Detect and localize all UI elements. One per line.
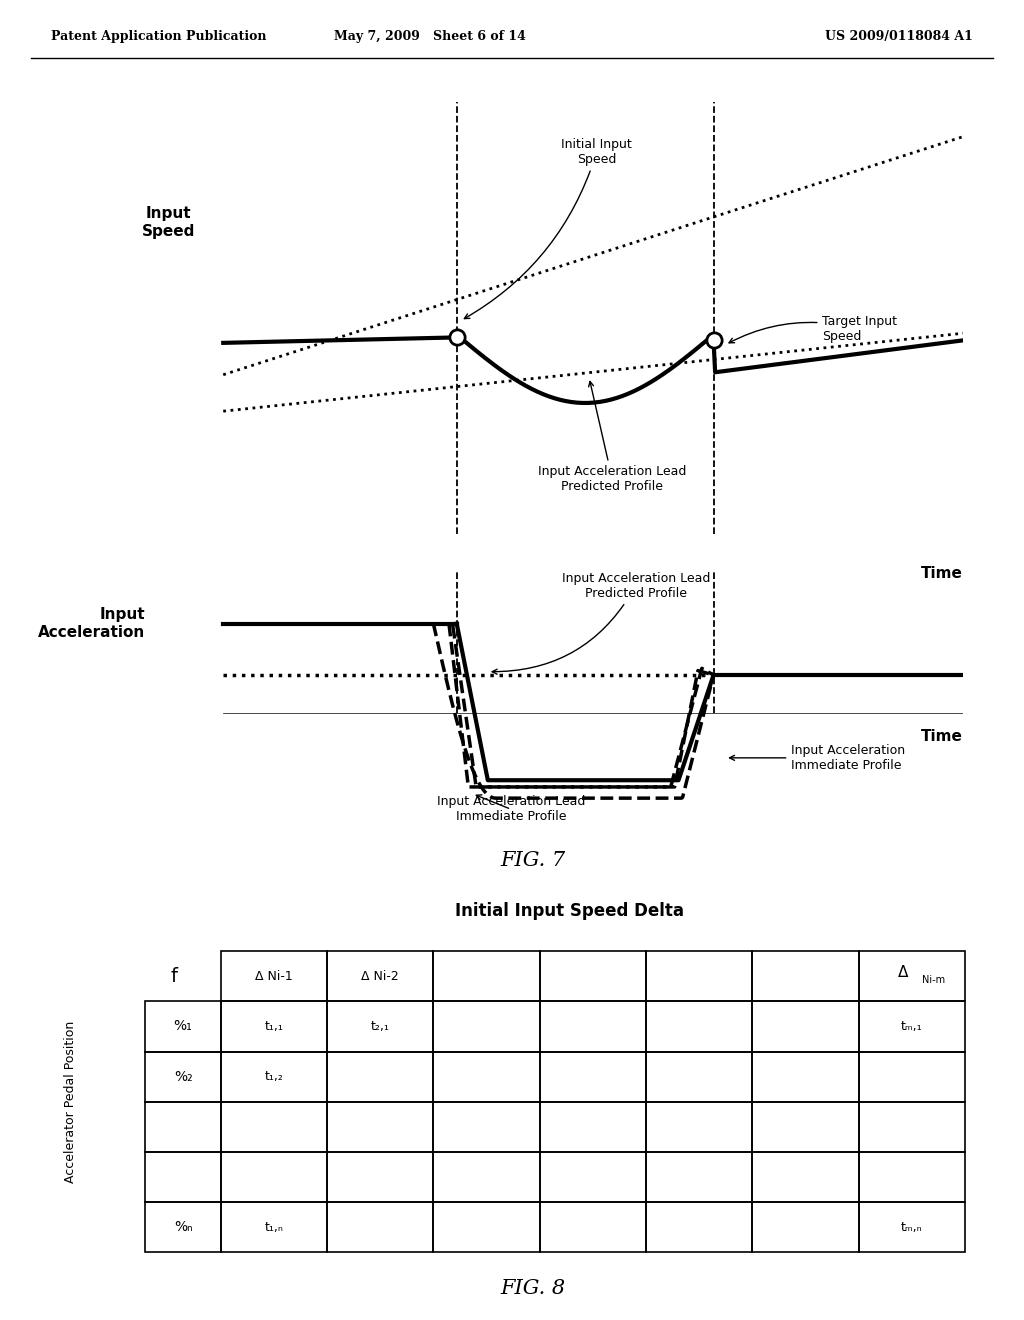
Bar (646, 1002, 753, 1052)
Text: Δ Ni-2: Δ Ni-2 (361, 970, 399, 983)
Text: tₘ,₁: tₘ,₁ (901, 1020, 923, 1034)
Text: Accelerator Pedal Position: Accelerator Pedal Position (63, 1020, 77, 1183)
Text: t₁,₁: t₁,₁ (264, 1020, 284, 1034)
Bar (646, 952, 753, 1002)
Bar (540, 1203, 646, 1253)
Bar (327, 1152, 433, 1203)
Text: Time: Time (921, 729, 963, 743)
Bar (433, 1203, 540, 1253)
Bar (859, 1052, 965, 1102)
Bar (859, 952, 965, 1002)
Bar (327, 1052, 433, 1102)
Text: f: f (170, 966, 177, 986)
Bar (753, 1002, 859, 1052)
Text: t₁,₂: t₁,₂ (264, 1071, 284, 1084)
Text: Target Input
Speed: Target Input Speed (729, 315, 897, 343)
Text: FIG. 7: FIG. 7 (500, 851, 565, 870)
Bar (540, 1002, 646, 1052)
Bar (327, 1102, 433, 1152)
Text: Time: Time (921, 566, 963, 581)
Text: Δ: Δ (898, 965, 908, 979)
Bar (540, 1052, 646, 1102)
Text: t₂,₁: t₂,₁ (371, 1020, 390, 1034)
Text: %₂: %₂ (174, 1069, 193, 1084)
Bar (327, 1002, 433, 1052)
Bar (646, 1203, 753, 1253)
Bar (540, 1102, 646, 1152)
Bar (221, 1102, 327, 1152)
Bar (221, 1152, 327, 1203)
Bar (646, 1052, 753, 1102)
Bar (646, 1152, 753, 1203)
Bar (433, 1152, 540, 1203)
Bar (327, 1203, 433, 1253)
Text: %ₙ: %ₙ (174, 1220, 193, 1234)
Bar (221, 1203, 327, 1253)
Bar (145, 1052, 221, 1102)
Text: Δ Ni-1: Δ Ni-1 (255, 970, 293, 983)
Text: Input Acceleration Lead
Immediate Profile: Input Acceleration Lead Immediate Profil… (437, 795, 586, 824)
Bar (145, 1002, 221, 1052)
Bar (433, 1052, 540, 1102)
Bar (221, 1052, 327, 1102)
Text: Input
Speed: Input Speed (142, 206, 196, 239)
Bar (859, 1152, 965, 1203)
Text: Ni-m: Ni-m (923, 975, 945, 985)
Bar (753, 1203, 859, 1253)
Bar (327, 952, 433, 1002)
Bar (859, 1102, 965, 1152)
Bar (433, 952, 540, 1002)
Text: %₁: %₁ (174, 1019, 193, 1034)
Bar (145, 1203, 221, 1253)
Text: Input Acceleration
Immediate Profile: Input Acceleration Immediate Profile (729, 744, 905, 772)
Bar (221, 1002, 327, 1052)
Text: US 2009/0118084 A1: US 2009/0118084 A1 (825, 30, 973, 44)
Text: FIG. 8: FIG. 8 (500, 1279, 565, 1298)
Bar (221, 952, 327, 1002)
Text: Input
Acceleration: Input Acceleration (38, 607, 145, 640)
Bar (145, 1102, 221, 1152)
Text: Initial Input
Speed: Initial Input Speed (464, 137, 632, 318)
Bar (753, 1152, 859, 1203)
Bar (540, 1152, 646, 1203)
Bar (145, 1152, 221, 1203)
Bar (646, 1102, 753, 1152)
Text: May 7, 2009   Sheet 6 of 14: May 7, 2009 Sheet 6 of 14 (334, 30, 526, 44)
Bar (433, 1002, 540, 1052)
Bar (540, 952, 646, 1002)
Text: t₁,ₙ: t₁,ₙ (264, 1221, 284, 1234)
Text: Input Acceleration Lead
Predicted Profile: Input Acceleration Lead Predicted Profil… (539, 381, 686, 494)
Bar (753, 1102, 859, 1152)
Bar (859, 1203, 965, 1253)
Bar (753, 1052, 859, 1102)
Text: tₘ,ₙ: tₘ,ₙ (901, 1221, 923, 1234)
Bar (753, 952, 859, 1002)
Bar (859, 1002, 965, 1052)
Text: Input Acceleration Lead
Predicted Profile: Input Acceleration Lead Predicted Profil… (493, 572, 710, 675)
Bar (145, 952, 221, 1002)
Text: Initial Input Speed Delta: Initial Input Speed Delta (455, 903, 684, 920)
Bar (433, 1102, 540, 1152)
Text: Patent Application Publication: Patent Application Publication (51, 30, 266, 44)
